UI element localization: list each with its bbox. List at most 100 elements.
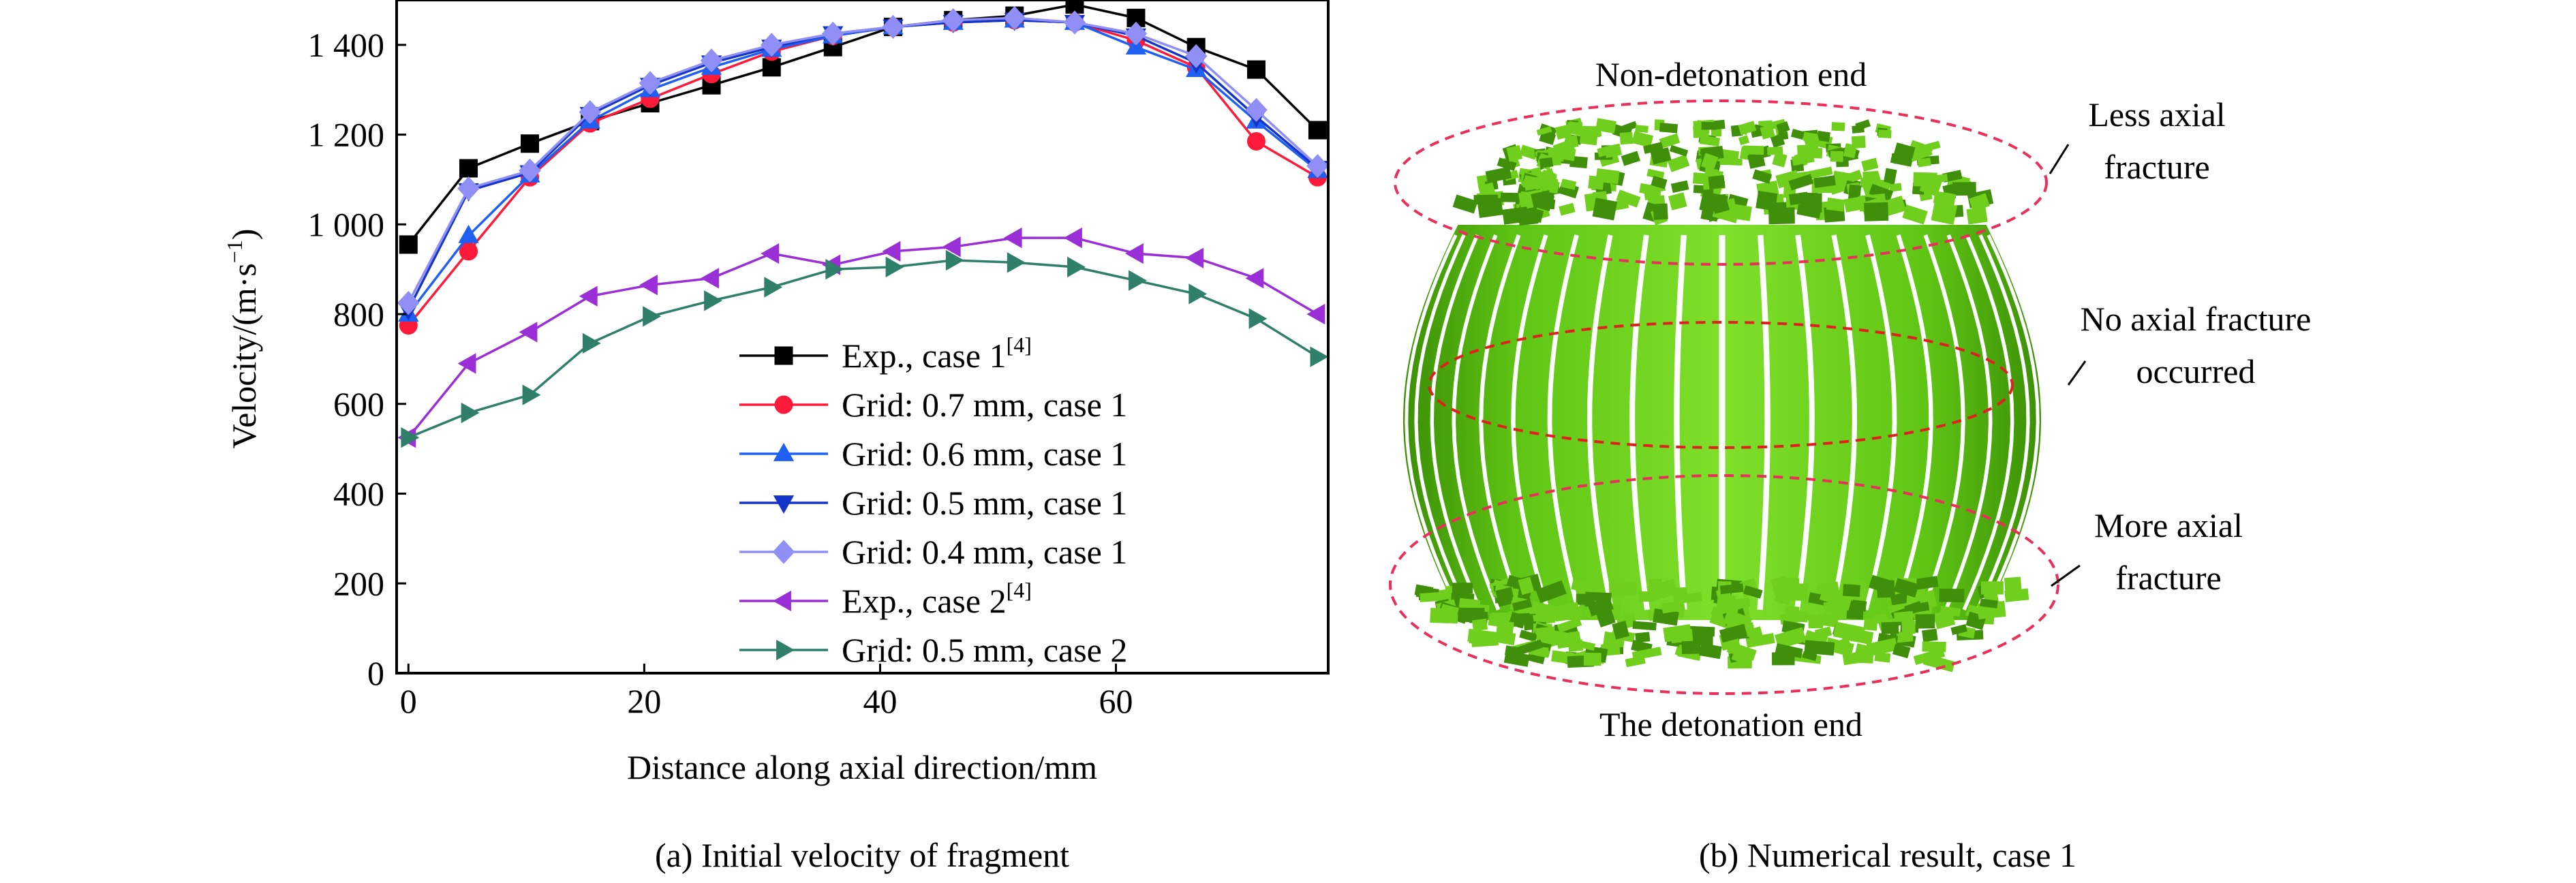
fracture-gap bbox=[1430, 234, 1482, 611]
top-fragment bbox=[1559, 202, 1576, 216]
top-fragment bbox=[1861, 157, 1879, 172]
top-fragment bbox=[1631, 131, 1654, 148]
top-fragment bbox=[1883, 168, 1897, 185]
bottom-fragment bbox=[1922, 628, 1938, 642]
data-point bbox=[885, 256, 904, 278]
bottom-fragment bbox=[1775, 627, 1807, 649]
caption-a: (a) Initial velocity of fragment bbox=[655, 836, 1069, 874]
top-fragment bbox=[1619, 131, 1634, 145]
bottom-fragment bbox=[1518, 576, 1535, 595]
data-point bbox=[461, 402, 480, 424]
data-point bbox=[639, 275, 658, 296]
data-point bbox=[762, 58, 781, 77]
series-line bbox=[407, 18, 1319, 315]
data-point bbox=[457, 353, 476, 374]
data-point bbox=[521, 134, 540, 153]
top-fragment bbox=[1485, 166, 1512, 183]
bottom-fragment bbox=[1814, 626, 1833, 639]
fracture-gap bbox=[1757, 234, 1770, 610]
top-fragment bbox=[1711, 129, 1722, 137]
bottom-fragment bbox=[1808, 615, 1824, 629]
y-axis-label: Velocity/(m·s−1) bbox=[222, 229, 263, 449]
legend-label-name: Grid: 0.5 mm, case 1 bbox=[842, 484, 1127, 522]
bottom-fragment bbox=[1535, 648, 1550, 658]
bottom-fragment bbox=[1726, 641, 1757, 661]
top-fragment bbox=[1452, 194, 1478, 214]
bottom-fragment bbox=[1632, 621, 1657, 631]
legend-entry: Grid: 0.5 mm, case 2 bbox=[739, 631, 1127, 669]
top-fragment bbox=[1651, 176, 1668, 189]
bottom-fragment bbox=[1852, 600, 1867, 612]
top-fragment bbox=[1738, 135, 1750, 146]
top-fragment bbox=[1969, 193, 1990, 212]
legend-label: Grid: 0.5 mm, case 2 bbox=[842, 631, 1127, 669]
top-fragment bbox=[1852, 125, 1865, 134]
top-fragment bbox=[1778, 131, 1789, 140]
x-tick-label: 20 bbox=[627, 682, 661, 720]
fracture-gap bbox=[1944, 234, 1993, 611]
bottom-fragment bbox=[1719, 623, 1748, 643]
top-fragment bbox=[1831, 122, 1845, 131]
top-fragment bbox=[1667, 154, 1690, 172]
bottom-fragment bbox=[1866, 638, 1899, 657]
data-point bbox=[1306, 303, 1325, 325]
series-line bbox=[408, 259, 1319, 439]
top-fragment bbox=[1933, 191, 1956, 206]
top-fragment bbox=[1621, 151, 1640, 166]
data-point bbox=[773, 590, 791, 612]
legend: Exp., case 1[4]Grid: 0.7 mm, case 1Grid:… bbox=[739, 332, 1127, 669]
top-fragment bbox=[1542, 179, 1560, 194]
top-fragment bbox=[1816, 130, 1830, 142]
no-axial-label-1: No axial fracture bbox=[2081, 300, 2312, 338]
fracture-gap bbox=[1830, 234, 1858, 610]
fracture-gap bbox=[1414, 234, 1469, 611]
legend-label: Grid: 0.7 mm, case 1 bbox=[842, 386, 1127, 424]
bottom-fragment bbox=[1722, 604, 1739, 615]
bottom-fragment bbox=[1731, 651, 1749, 665]
bottom-fragment bbox=[1661, 600, 1685, 614]
data-point bbox=[1064, 227, 1082, 249]
fracture-gap bbox=[1479, 234, 1523, 611]
data-point bbox=[1246, 131, 1266, 151]
top-fragment bbox=[1864, 202, 1889, 221]
no-axial-label-2: occurred bbox=[2136, 352, 2256, 390]
data-point bbox=[764, 277, 783, 298]
top-fragment bbox=[1539, 157, 1554, 168]
data-point bbox=[582, 332, 601, 354]
bottom-fragment bbox=[1915, 614, 1935, 629]
bottom-fragment bbox=[1699, 642, 1722, 660]
data-point bbox=[772, 540, 795, 564]
data-point bbox=[399, 235, 418, 254]
top-fragment bbox=[1653, 203, 1668, 220]
top-fragment bbox=[1752, 169, 1773, 184]
bottom-fragment bbox=[1950, 624, 1967, 636]
top-fragment bbox=[1719, 158, 1743, 166]
top-fragment bbox=[1796, 144, 1819, 156]
bottom-fragment bbox=[1892, 643, 1911, 659]
legend-entry: Grid: 0.6 mm, case 1 bbox=[739, 435, 1127, 473]
bottom-fragment bbox=[1804, 640, 1835, 656]
bottom-fragment bbox=[1596, 609, 1616, 628]
top-fragment bbox=[1710, 193, 1730, 215]
series-line bbox=[407, 18, 1319, 326]
fracture-gap bbox=[1921, 234, 1965, 611]
bottom-fragment bbox=[1635, 632, 1651, 643]
data-point bbox=[700, 48, 723, 73]
chart-marks bbox=[397, 0, 1329, 448]
top-fragment bbox=[1659, 133, 1681, 149]
top-fragment bbox=[1595, 118, 1616, 134]
more-axial-label-1: More axial bbox=[2094, 506, 2243, 544]
bottom-fragment bbox=[1519, 630, 1538, 642]
bottom-fragment bbox=[1587, 596, 1614, 617]
legend-entry: Grid: 0.4 mm, case 1 bbox=[739, 533, 1127, 571]
top-fragment bbox=[1768, 202, 1787, 216]
bottom-fragment bbox=[1452, 583, 1473, 594]
fracture-gap bbox=[1629, 234, 1650, 610]
bottom-fragment bbox=[2004, 576, 2022, 593]
bottom-fragment bbox=[1802, 651, 1818, 662]
bottom-zone-ellipse bbox=[1389, 474, 2059, 695]
fracture-gap bbox=[1547, 234, 1581, 610]
data-point bbox=[773, 495, 795, 514]
top-fragment bbox=[1776, 121, 1790, 134]
data-point bbox=[522, 384, 541, 405]
